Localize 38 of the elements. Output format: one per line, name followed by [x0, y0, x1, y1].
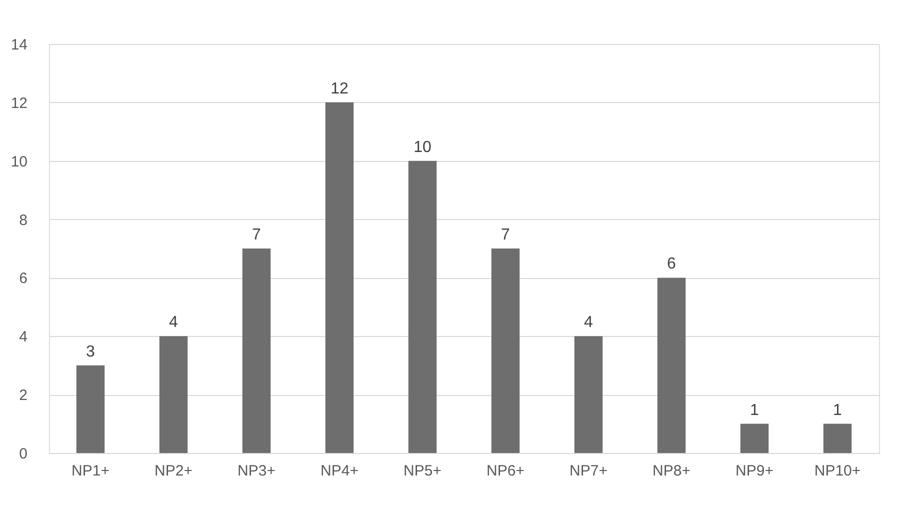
- bar: [76, 365, 105, 453]
- y-tick-label: 10: [10, 153, 28, 170]
- data-label: 10: [414, 138, 432, 156]
- bar: [408, 160, 437, 453]
- bar: [325, 102, 354, 453]
- y-tick-label: 12: [10, 94, 28, 112]
- bar: [242, 248, 271, 453]
- x-tick-label: NP6+: [486, 462, 525, 480]
- x-tick-label: NP10+: [814, 462, 861, 480]
- data-label: 4: [584, 314, 594, 332]
- data-label: 6: [667, 256, 676, 273]
- data-label: 12: [330, 80, 348, 98]
- data-label: 1: [750, 402, 760, 419]
- x-tick-label: NP2+: [154, 462, 193, 480]
- data-label: 4: [169, 314, 178, 332]
- y-tick-label: 2: [19, 387, 28, 404]
- data-label: 7: [252, 226, 262, 244]
- x-tick-label: NP7+: [570, 462, 608, 480]
- bar: [823, 424, 852, 453]
- x-tick-label: NP1+: [72, 462, 110, 480]
- x-tick-label: NP3+: [238, 462, 276, 480]
- bar: [740, 424, 769, 453]
- x-tick-label: NP8+: [652, 462, 691, 480]
- y-tick-label: 0: [19, 446, 28, 462]
- data-label: 7: [501, 226, 510, 244]
- bar: [159, 336, 188, 453]
- data-label: 1: [833, 402, 842, 419]
- x-tick-label: NP4+: [320, 462, 359, 480]
- x-tick-label: NP5+: [404, 462, 442, 480]
- bar: [657, 278, 686, 453]
- x-tick-label: NP9+: [736, 462, 774, 480]
- y-tick-label: 6: [19, 270, 28, 288]
- y-tick-label: 14: [10, 36, 28, 54]
- bar: [574, 336, 603, 453]
- y-tick-label: 8: [19, 212, 28, 229]
- bar: [491, 248, 520, 453]
- data-label: 3: [86, 343, 96, 360]
- y-tick-label: 4: [19, 328, 28, 346]
